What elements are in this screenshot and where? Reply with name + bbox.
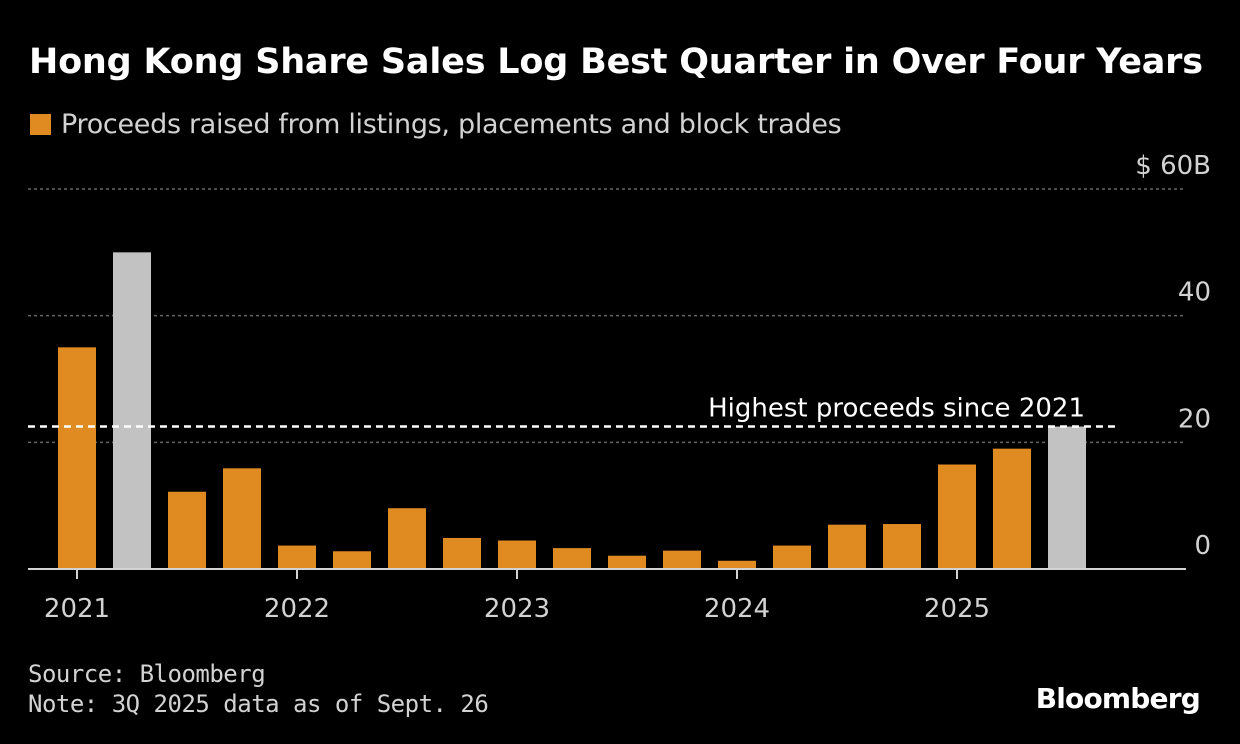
- bloomberg-logo: Bloomberg: [1035, 682, 1201, 715]
- bar-2Q25: [993, 448, 1031, 569]
- y-tick-label: 20: [1178, 404, 1211, 434]
- bar-3Q22: [388, 508, 426, 569]
- bar-4Q21: [223, 468, 261, 569]
- x-tick-label: 2024: [704, 594, 770, 624]
- bar-2Q24: [773, 545, 811, 569]
- chart-title: Hong Kong Share Sales Log Best Quarter i…: [29, 42, 1203, 82]
- note-text: Note: 3Q 2025 data as of Sept. 26: [28, 690, 489, 718]
- bar-2Q23: [553, 548, 591, 569]
- x-tick-label: 2025: [924, 594, 990, 624]
- bar-4Q22: [443, 537, 481, 569]
- x-tick-label: 2022: [264, 594, 330, 624]
- y-tick-label: 0: [1194, 531, 1211, 561]
- source-text: Source: Bloomberg: [28, 660, 266, 688]
- reference-line-label: Highest proceeds since 2021: [708, 394, 1085, 424]
- bar-1Q22: [278, 545, 316, 569]
- bar-2Q21: [113, 252, 151, 570]
- bar-3Q24: [828, 524, 866, 569]
- bar-4Q24: [883, 524, 921, 569]
- x-tick-label: 2023: [484, 594, 550, 624]
- bar-3Q23: [608, 555, 646, 569]
- bar-1Q23: [498, 540, 536, 569]
- x-tick-label: 2021: [44, 594, 110, 624]
- bar-1Q21: [58, 347, 96, 569]
- bar-4Q23: [663, 550, 701, 569]
- y-tick-label: $ 60B: [1135, 151, 1211, 181]
- source-block: Source: Bloomberg Note: 3Q 2025 data as …: [28, 659, 489, 719]
- bar-3Q21: [168, 491, 206, 569]
- bar-2Q22: [333, 551, 371, 569]
- bar-1Q25: [938, 464, 976, 569]
- bar-1Q24: [718, 560, 756, 569]
- legend-swatch: [30, 114, 51, 135]
- bar-3Q25: [1048, 426, 1086, 569]
- legend-label: Proceeds raised from listings, placement…: [61, 109, 842, 140]
- legend: Proceeds raised from listings, placement…: [30, 109, 842, 140]
- y-tick-label: 40: [1178, 278, 1211, 308]
